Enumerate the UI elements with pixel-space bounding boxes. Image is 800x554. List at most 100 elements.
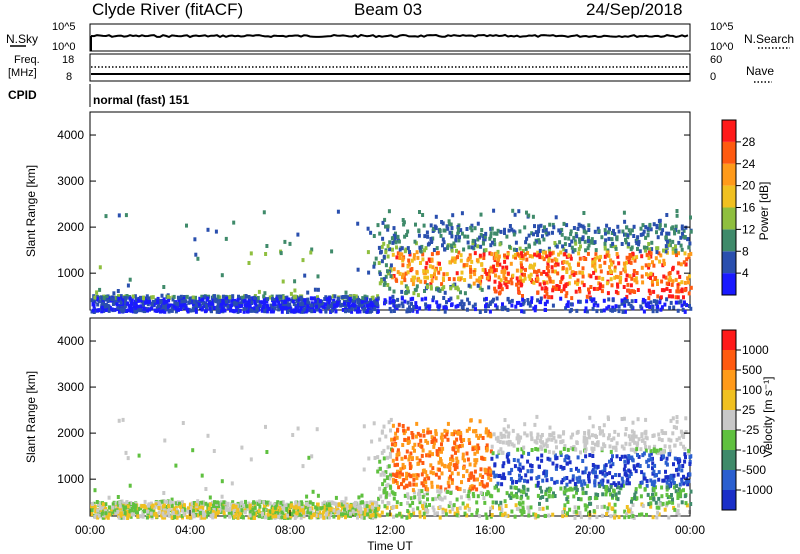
heatmap-cell: [162, 305, 166, 309]
heatmap-cell: [643, 476, 647, 481]
heatmap-cell: [104, 511, 108, 516]
heatmap-cell: [453, 259, 457, 264]
heatmap-cell: [119, 513, 123, 518]
heatmap-cell: [330, 249, 334, 254]
heatmap-cell: [179, 301, 183, 306]
heatmap-cell: [582, 225, 586, 230]
heatmap-cell: [190, 501, 194, 506]
heatmap-cell: [470, 223, 474, 228]
heatmap-cell: [158, 309, 162, 314]
heatmap-cell: [605, 223, 609, 228]
heatmap-cell: [376, 309, 380, 314]
heatmap-cell: [609, 484, 613, 489]
heatmap-cell: [151, 295, 155, 300]
heatmap-cell: [460, 480, 463, 485]
heatmap-cell: [495, 231, 499, 236]
heatmap-cell: [599, 479, 603, 484]
heatmap-cell: [420, 481, 424, 486]
heatmap-cell: [519, 256, 523, 261]
heatmap-cell: [454, 430, 458, 435]
heatmap-cell: [204, 487, 208, 491]
colorbar-tick-label: 4: [742, 266, 749, 280]
heatmap-cell: [236, 309, 240, 314]
heatmap-cell: [253, 306, 257, 311]
heatmap-cell: [633, 449, 637, 454]
heatmap-cell: [367, 456, 371, 461]
heatmap-cell: [425, 474, 429, 478]
heatmap-cell: [271, 305, 275, 310]
heatmap-cell: [452, 503, 456, 508]
heatmap-cell: [636, 235, 640, 240]
heatmap-cell: [392, 514, 395, 519]
heatmap-cell: [317, 304, 321, 309]
heatmap-cell: [406, 501, 410, 506]
heatmap-cell: [125, 509, 129, 514]
heatmap-cell: [545, 291, 549, 296]
nave-tick-bottom: 0: [710, 71, 716, 83]
heatmap-cell: [480, 228, 484, 232]
heatmap-cell: [520, 447, 524, 452]
heatmap-cell: [631, 514, 635, 519]
heatmap-cell: [557, 284, 561, 289]
heatmap-cell: [366, 300, 370, 305]
heatmap-cell: [208, 495, 212, 500]
heatmap-cell: [673, 229, 676, 234]
heatmap-cell: [450, 234, 454, 239]
heatmap-cell: [134, 503, 138, 508]
heatmap-cell: [597, 281, 601, 286]
heatmap-cell: [604, 231, 607, 236]
heatmap-cell: [219, 304, 223, 308]
heatmap-cell: [362, 467, 366, 472]
heatmap-cell: [90, 298, 94, 303]
heatmap-cell: [547, 489, 551, 494]
heatmap-cell: [550, 433, 553, 438]
heatmap-cell: [579, 515, 583, 520]
heatmap-cell: [533, 224, 536, 229]
heatmap-cell: [466, 457, 470, 462]
heatmap-cell: [98, 265, 102, 270]
heatmap-cell: [652, 263, 656, 268]
heatmap-cell: [577, 251, 581, 256]
heatmap-cell: [107, 306, 111, 311]
power-ylabel: Slant Range [km]: [24, 165, 38, 257]
heatmap-cell: [593, 258, 597, 263]
heatmap-cell: [161, 504, 165, 509]
heatmap-cell: [582, 211, 586, 215]
heatmap-cell: [559, 250, 563, 255]
heatmap-cell: [354, 513, 358, 517]
heatmap-cell: [443, 495, 447, 500]
heatmap-cell: [680, 224, 684, 229]
heatmap-cell: [598, 431, 602, 436]
colorbar-tick-label: 12: [742, 222, 756, 236]
heatmap-cell: [499, 229, 503, 234]
heatmap-cell: [657, 251, 661, 256]
heatmap-cell: [401, 443, 405, 447]
heatmap-cell: [611, 462, 615, 467]
heatmap-cell: [416, 431, 420, 436]
heatmap-cell: [386, 271, 390, 276]
heatmap-cell: [384, 470, 388, 475]
heatmap-cell: [204, 501, 208, 506]
heatmap-cell: [287, 510, 290, 515]
heatmap-cell: [627, 301, 631, 306]
heatmap-cell: [680, 287, 684, 292]
heatmap-cell: [232, 514, 236, 519]
heatmap-cell: [616, 497, 620, 502]
heatmap-cell: [316, 299, 320, 303]
heatmap-cell: [286, 515, 289, 520]
heatmap-cell: [516, 458, 520, 463]
heatmap-cell: [586, 239, 590, 244]
heatmap-cell: [316, 274, 320, 279]
heatmap-cell: [520, 309, 524, 314]
heatmap-cell: [545, 487, 549, 492]
heatmap-cell: [664, 475, 668, 480]
heatmap-cell: [101, 301, 105, 306]
heatmap-cell: [677, 251, 680, 256]
heatmap-cell: [535, 279, 539, 283]
heatmap-cell: [597, 229, 601, 234]
heatmap-cell: [519, 489, 523, 494]
heatmap-cell: [522, 445, 526, 450]
heatmap-cell: [162, 285, 166, 289]
heatmap-cell: [426, 284, 429, 289]
heatmap-cell: [407, 472, 411, 477]
